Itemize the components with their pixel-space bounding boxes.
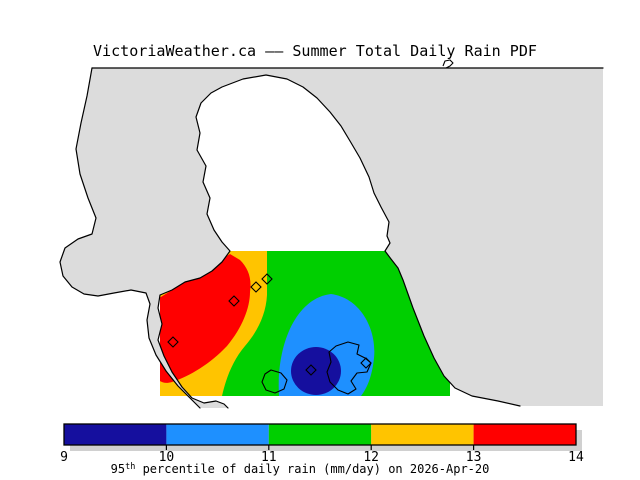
station-marker [228, 295, 240, 307]
island-outline-tiny-north [442, 59, 454, 69]
coastline-west-shore [59, 67, 201, 409]
station-marker [261, 273, 273, 285]
island-outline-large [326, 341, 372, 395]
land-mass [60, 68, 603, 408]
station-marker [250, 281, 262, 293]
station-marker [360, 357, 372, 369]
colorbar-segment-10-11 [166, 424, 269, 445]
contour-region-9-10 [291, 347, 341, 395]
colorbar-segment-9-10 [64, 424, 167, 445]
station-marker [305, 364, 317, 376]
colorbar-tick-label: 12 [363, 450, 379, 465]
colorbar-segment-12-13 [371, 424, 474, 445]
colorbar-tick-label: 10 [159, 450, 175, 465]
caption-rest: percentile of daily rain (mm/day) on 202… [135, 462, 489, 476]
contour-region-13-14 [160, 254, 251, 383]
colorbar-segment-13-14 [473, 424, 576, 445]
colorbar: 9 10 11 12 13 14 95th percentile of dail… [60, 423, 584, 476]
island-outline-small [261, 369, 288, 394]
colorbar-frame [63, 423, 577, 446]
caption-number: 95 [111, 462, 125, 476]
coastline-east-shore [157, 74, 521, 409]
colorbar-segment-11-12 [268, 424, 372, 445]
station-marker [167, 336, 179, 348]
colorbar-caption: 95th percentile of daily rain (mm/day) o… [111, 462, 490, 476]
colorbar-tick-label: 13 [466, 450, 482, 465]
colorbar-tick-label: 11 [261, 450, 277, 465]
caption-superscript: th [125, 462, 135, 472]
figure-title: VictoriaWeather.ca —— Summer Total Daily… [93, 42, 537, 60]
colorbar-tick-label: 9 [60, 450, 68, 465]
colorbar-tick-label: 14 [568, 450, 584, 465]
